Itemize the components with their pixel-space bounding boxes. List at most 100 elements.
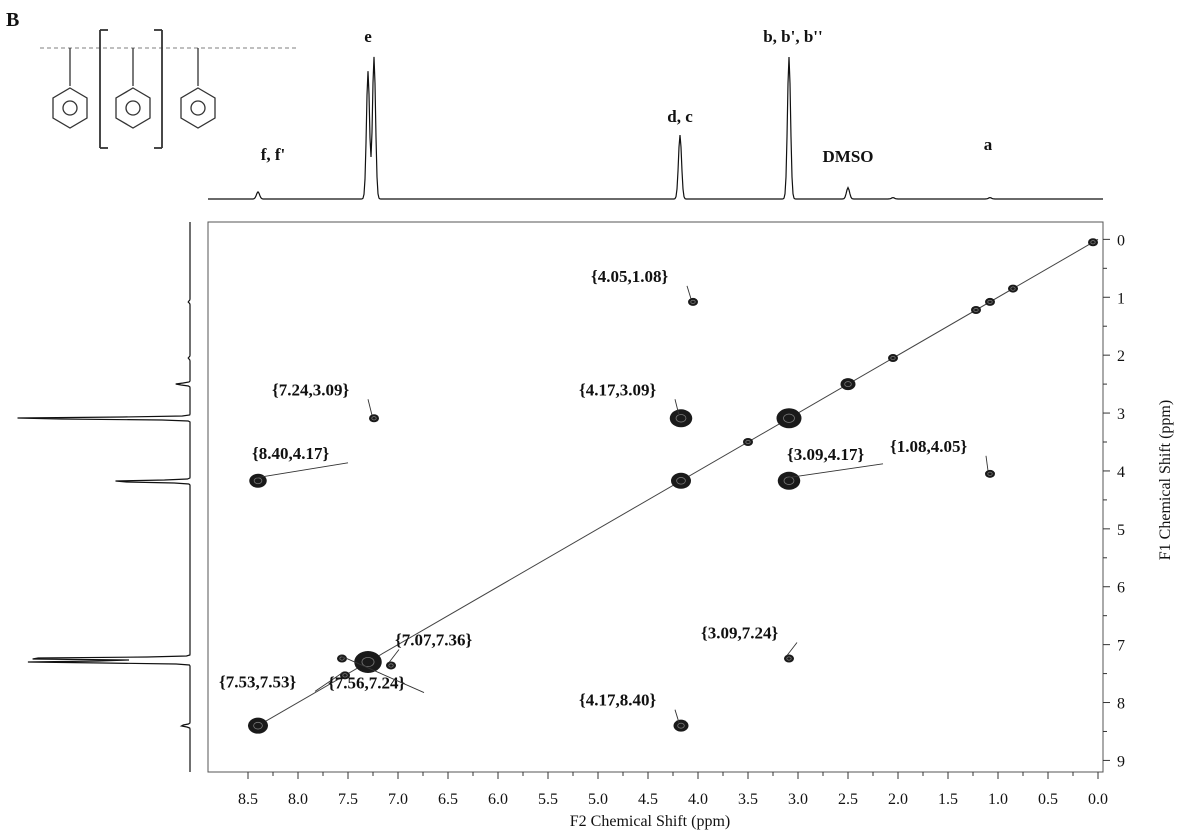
cross-peak-label: {7.53,7.53} (219, 672, 296, 691)
y-tick-label: 1 (1117, 290, 1125, 307)
leader-line (314, 671, 344, 692)
cross-peak-label: {3.09,7.24} (701, 624, 778, 643)
peak-labels-layer: {4.05,1.08} {7.24,3.09} {4.17,3.09} {8.40,4… (219, 267, 989, 723)
cross-peak (985, 469, 995, 478)
leader-line (367, 399, 373, 416)
peak-contour (1010, 286, 1016, 291)
x-tick-label: 4.0 (688, 791, 708, 808)
y-tick-label: 6 (1117, 580, 1125, 597)
peak-contour (676, 477, 686, 485)
x-tick-label: 0.0 (1088, 791, 1108, 808)
cross-peak-label: {3.09,4.17} (787, 445, 864, 464)
diagonal-peak (671, 472, 691, 489)
y-tick-label: 9 (1117, 753, 1125, 770)
y-tick-label: 0 (1117, 232, 1125, 249)
cross-peak (777, 471, 801, 490)
y-tick-label: 2 (1117, 348, 1125, 365)
y-tick-label: 7 (1117, 638, 1125, 655)
peak-contour (690, 299, 696, 304)
peak-core (354, 651, 382, 673)
x-tick-label: 0.5 (1038, 791, 1058, 808)
panel-letter: B (6, 9, 19, 31)
cross-peak (340, 671, 350, 680)
peak-contour (675, 414, 687, 423)
plot-frame (207, 221, 1104, 773)
peak-contour (1090, 240, 1096, 245)
projection-peak-label: f, f' (261, 145, 286, 164)
cross-peak-label: {4.05,1.08} (591, 267, 668, 286)
cross-peak-label: {7.56,7.24} (328, 674, 405, 693)
peak-contour (745, 439, 751, 445)
peak-core (776, 408, 802, 429)
peak-core (688, 297, 698, 306)
x-axis-title: F2 Chemical Shift (ppm) (570, 813, 730, 830)
diagonal-peak (743, 438, 753, 446)
x-tick-label: 6.5 (438, 791, 458, 808)
diagonal-peak (354, 651, 382, 673)
peak-contour (342, 673, 348, 678)
peak-core (784, 654, 794, 663)
leader-line (786, 463, 884, 479)
cross-peak (669, 409, 693, 428)
peak-contour (987, 471, 993, 476)
left-1d-projection (17, 222, 191, 772)
y-tick-label: 3 (1117, 406, 1125, 423)
projection-peak-label: a (984, 135, 993, 154)
diagonal-peak (840, 378, 856, 391)
peak-core (1008, 284, 1018, 293)
diagonal-peak (776, 408, 802, 429)
peak-core (777, 471, 801, 490)
cross-peak-label: {1.08,4.05} (890, 437, 967, 456)
peak-core (1088, 238, 1098, 247)
peak-contour (361, 656, 375, 668)
cross-peak (369, 414, 379, 423)
leader-line (786, 642, 798, 656)
peak-contour (388, 663, 394, 668)
peak-core (840, 378, 856, 391)
x-tick-label: 1.5 (938, 791, 958, 808)
cross-peak-label: {7.07,7.36} (395, 630, 472, 649)
diagonal-peak (888, 354, 898, 363)
x-tick-label: 2.5 (838, 791, 858, 808)
x-tick-label: 2.0 (888, 791, 908, 808)
chemical-structure-drawing (40, 29, 298, 149)
projection-peak-label: DMSO (823, 147, 874, 166)
peak-core (248, 717, 268, 734)
projection-peak-label: b, b', b'' (763, 27, 823, 46)
leader-line (686, 285, 692, 300)
x-tick-label: 7.0 (388, 791, 408, 808)
peak-core (249, 473, 267, 488)
x-tick-label: 3.5 (738, 791, 758, 808)
leader-line (255, 462, 349, 479)
x-tick-label: 4.5 (638, 791, 658, 808)
leader-line (388, 649, 400, 663)
left-spectrum-line (17, 222, 191, 772)
leader-line (674, 709, 680, 723)
x-tick-label: 5.5 (538, 791, 558, 808)
top-1d-projection (208, 56, 1103, 200)
x-tick-label: 5.0 (588, 791, 608, 808)
x-tick-label: 1.0 (988, 791, 1008, 808)
peak-contour (973, 307, 979, 313)
y-tick-label: 8 (1117, 696, 1125, 713)
peak-contour (786, 656, 792, 661)
peak-contour (844, 381, 852, 388)
peak-core (985, 469, 995, 478)
leader-line (339, 655, 425, 693)
x-tick-label: 6.0 (488, 791, 508, 808)
peak-contour (987, 299, 993, 304)
peak-contour (677, 722, 685, 729)
peak-contour (371, 416, 377, 421)
cross-peak (784, 654, 794, 663)
cross-peak-label: {8.40,4.17} (252, 444, 329, 463)
y-axis: 0 1 2 3 4 5 6 7 8 9 (1103, 232, 1125, 770)
y-tick-label: 4 (1117, 464, 1125, 481)
cross-peak (386, 661, 396, 670)
peak-core (386, 661, 396, 670)
peak-core (340, 671, 350, 680)
x-tick-label: 8.5 (238, 791, 258, 808)
peak-core (369, 414, 379, 423)
projection-peak-label: e (364, 27, 372, 46)
peak-core (337, 654, 347, 663)
x-tick-label: 7.5 (338, 791, 358, 808)
